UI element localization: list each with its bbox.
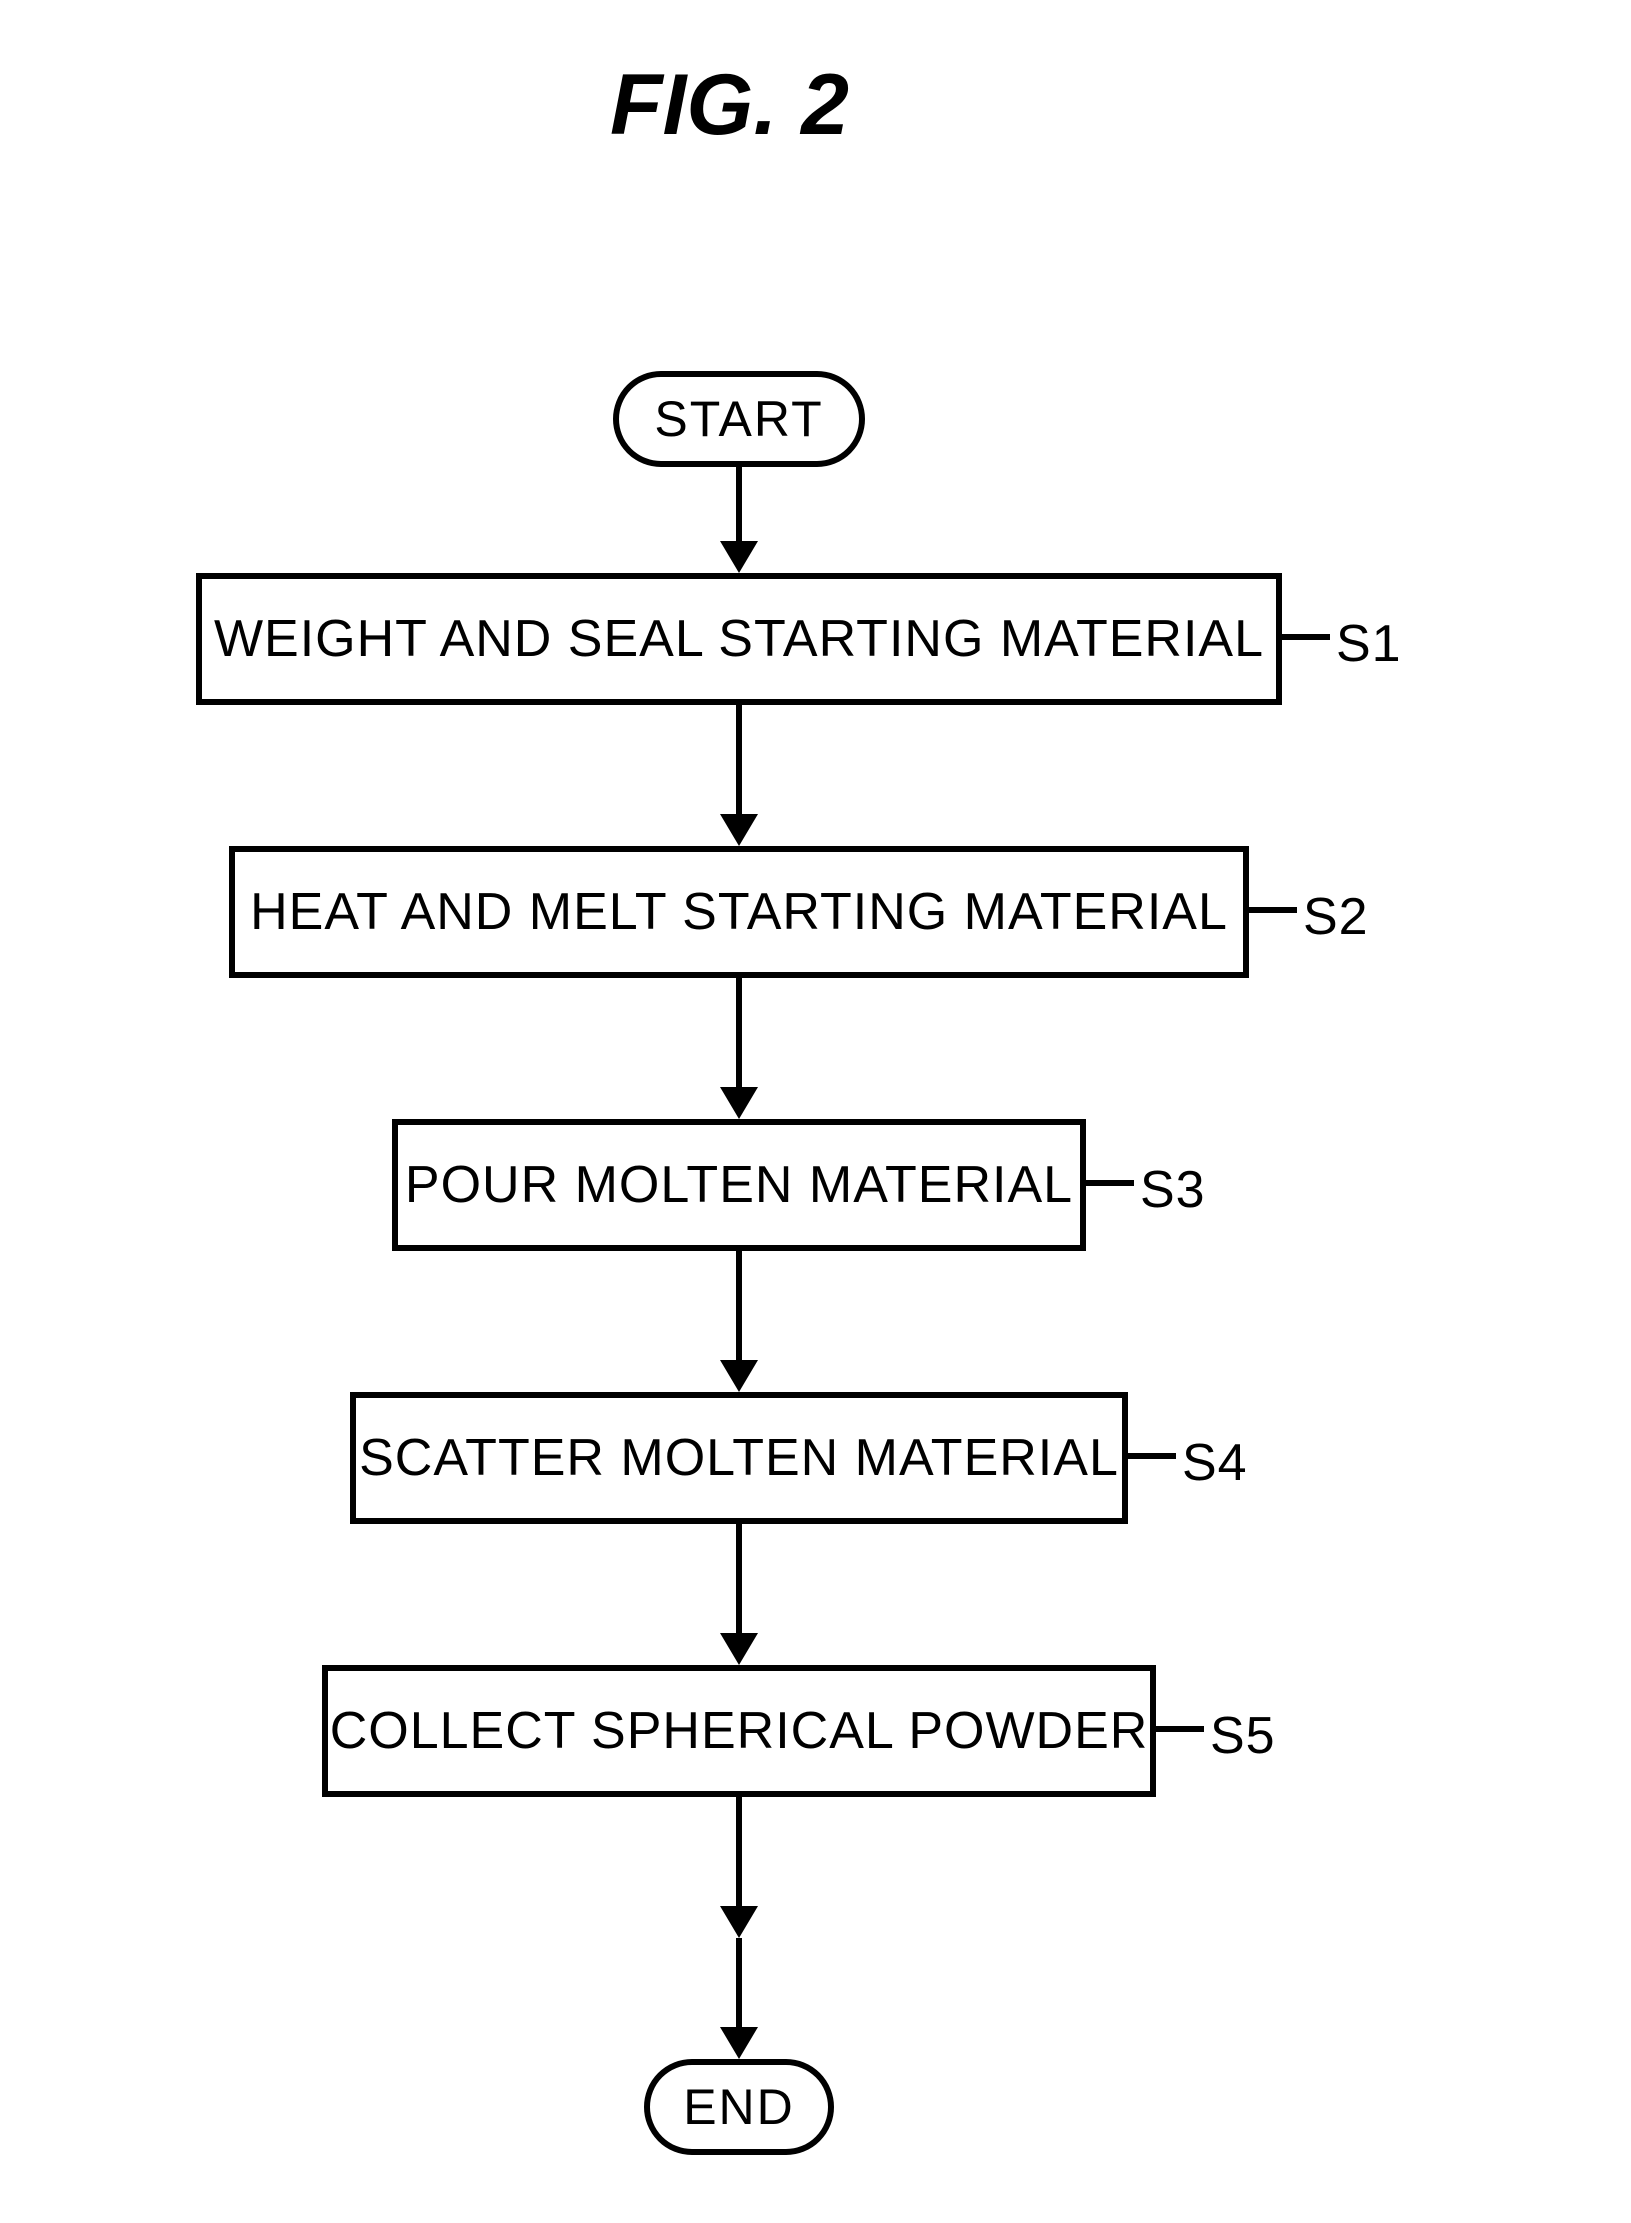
start-label: START [654, 390, 823, 448]
process-s1: WEIGHT AND SEAL STARTING MATERIAL [196, 573, 1282, 705]
process-s2: HEAT AND MELT STARTING MATERIAL [229, 846, 1249, 978]
tick-s5 [1156, 1726, 1204, 1732]
start-terminator: START [613, 371, 865, 467]
process-s5-label: COLLECT SPHERICAL POWDER [330, 1701, 1149, 1761]
process-s5: COLLECT SPHERICAL POWDER [322, 1665, 1156, 1797]
end-label: END [683, 2078, 795, 2136]
flow-arrows [0, 0, 1631, 2223]
process-s4-label: SCATTER MOLTEN MATERIAL [359, 1428, 1119, 1488]
process-s3-label: POUR MOLTEN MATERIAL [405, 1155, 1073, 1215]
process-s1-label: WEIGHT AND SEAL STARTING MATERIAL [214, 609, 1264, 669]
tick-s1 [1282, 634, 1330, 640]
process-s4: SCATTER MOLTEN MATERIAL [350, 1392, 1128, 1524]
step-label-s1: S1 [1336, 614, 1402, 674]
step-label-s4: S4 [1182, 1433, 1248, 1493]
process-s2-label: HEAT AND MELT STARTING MATERIAL [250, 882, 1228, 942]
process-s3: POUR MOLTEN MATERIAL [392, 1119, 1086, 1251]
tick-s3 [1086, 1180, 1134, 1186]
step-label-s2: S2 [1303, 887, 1369, 947]
tick-s2 [1249, 907, 1297, 913]
end-terminator: END [644, 2059, 834, 2155]
tick-s4 [1128, 1453, 1176, 1459]
step-label-s5: S5 [1210, 1706, 1276, 1766]
figure-title: FIG. 2 [610, 56, 849, 155]
step-label-s3: S3 [1140, 1160, 1206, 1220]
